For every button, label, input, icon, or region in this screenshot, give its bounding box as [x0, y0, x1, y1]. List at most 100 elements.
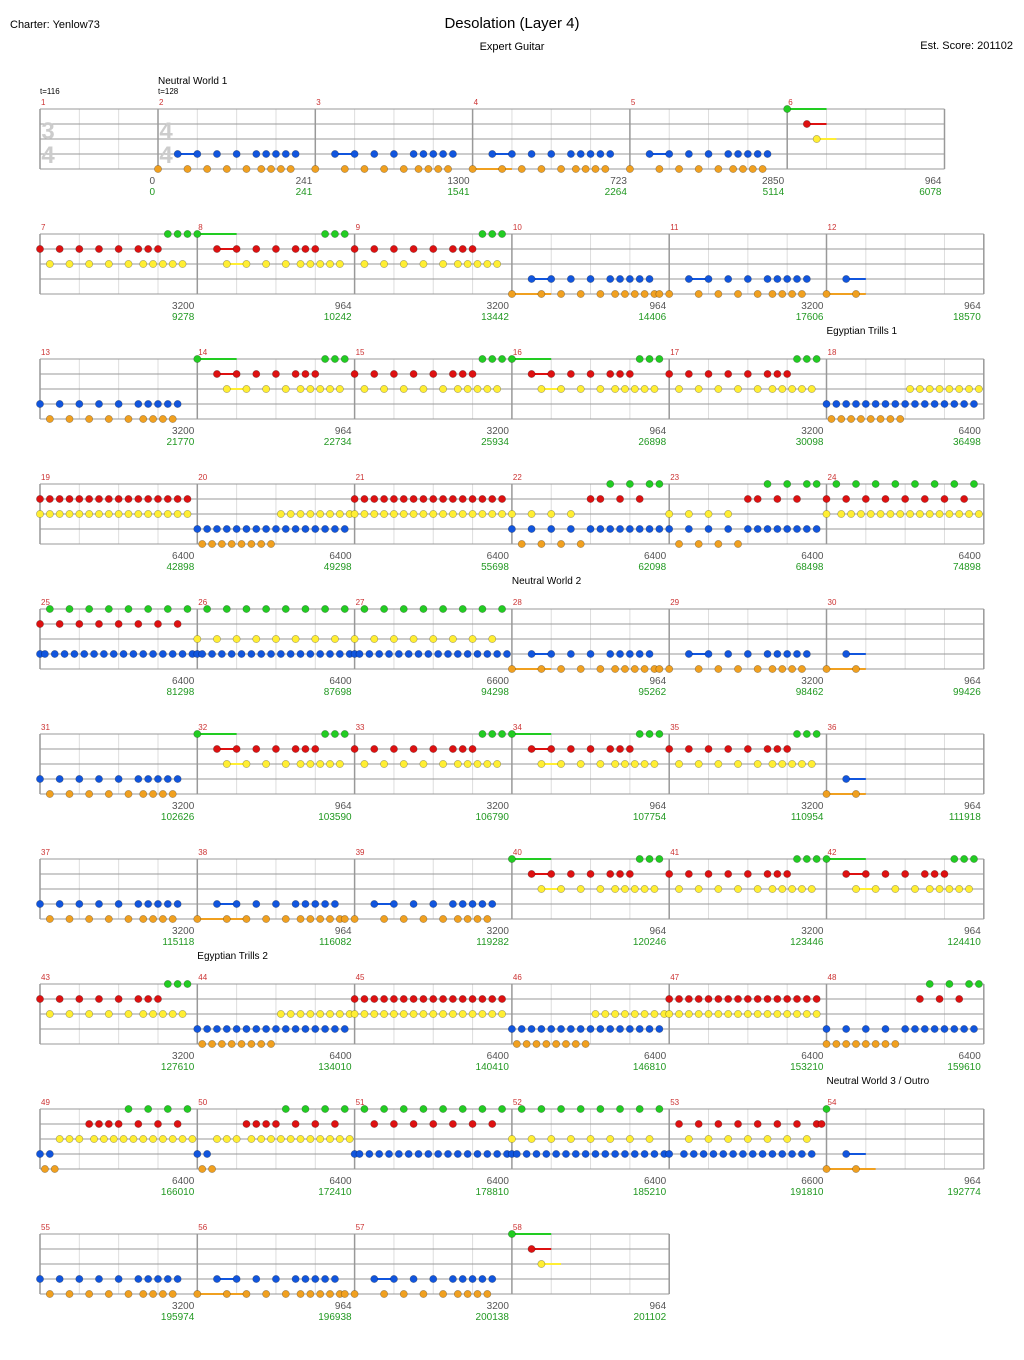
note-b — [562, 1150, 570, 1158]
note-b — [163, 900, 172, 908]
note-b — [100, 650, 108, 658]
note-b — [272, 150, 280, 158]
note-r — [704, 370, 713, 378]
note-g — [478, 1105, 487, 1113]
measure-score: 3200 — [801, 301, 824, 312]
cumulative-score: 21770 — [166, 437, 194, 448]
note-r — [449, 370, 457, 378]
note-y — [222, 385, 231, 393]
note-b — [424, 650, 433, 658]
note-b — [645, 1025, 654, 1033]
note-b — [852, 400, 860, 408]
note-b — [409, 1275, 418, 1283]
note-o — [168, 415, 177, 423]
note-b — [483, 650, 492, 658]
note-g — [498, 355, 506, 363]
note-b — [586, 650, 595, 658]
note-y — [945, 510, 954, 518]
note-y — [65, 1135, 74, 1143]
note-r — [380, 495, 388, 503]
note-b — [134, 900, 143, 908]
note-r — [439, 495, 447, 503]
note-b — [503, 650, 511, 658]
note-y — [370, 510, 379, 518]
note-b — [911, 400, 919, 408]
note-r — [468, 745, 477, 753]
note-b — [542, 1150, 551, 1158]
note-y — [276, 1135, 285, 1143]
note-g — [45, 605, 54, 613]
cumulative-score: 159610 — [947, 1062, 981, 1073]
note-b — [301, 900, 310, 908]
note-y — [798, 385, 806, 393]
measure-number: 22 — [513, 473, 522, 482]
note-o — [571, 1040, 580, 1048]
note-y — [955, 385, 964, 393]
note-y — [586, 1135, 595, 1143]
note-o — [242, 915, 251, 923]
note-o — [208, 540, 216, 548]
note-r — [114, 495, 123, 503]
note-y — [316, 760, 325, 768]
note-y — [65, 1010, 74, 1018]
note-o — [655, 165, 664, 173]
note-y — [675, 760, 683, 768]
note-b — [144, 775, 153, 783]
note-r — [134, 495, 143, 503]
measure-number: 23 — [670, 473, 679, 482]
note-y — [139, 1135, 148, 1143]
measure-number: 26 — [198, 598, 207, 607]
measure-score: 964 — [335, 1301, 352, 1312]
cumulative-score: 178810 — [476, 1187, 510, 1198]
note-r — [743, 370, 752, 378]
note-r — [616, 870, 624, 878]
note-y — [90, 1135, 98, 1143]
note-b — [331, 1025, 339, 1033]
note-o — [50, 1165, 59, 1173]
measure-score: 3200 — [801, 676, 824, 687]
note-b — [478, 1275, 487, 1283]
note-y — [124, 260, 133, 268]
note-r — [311, 745, 320, 753]
note-g — [925, 980, 934, 988]
note-y — [262, 385, 271, 393]
cumulative-score: 74898 — [953, 562, 981, 573]
note-y — [316, 385, 325, 393]
note-o — [601, 165, 610, 173]
note-b — [547, 650, 556, 658]
measure-number: 45 — [356, 973, 365, 982]
note-o — [267, 540, 275, 548]
measure-score: 964 — [925, 176, 942, 187]
note-y — [286, 1135, 295, 1143]
note-b — [173, 775, 182, 783]
note-b — [596, 150, 605, 158]
note-r — [566, 745, 575, 753]
note-r — [625, 745, 634, 753]
note-r — [665, 745, 674, 753]
note-b — [144, 400, 153, 408]
note-b — [114, 400, 123, 408]
note-y — [625, 1135, 634, 1143]
note-y — [694, 385, 703, 393]
note-y — [557, 385, 565, 393]
cumulative-score: 111918 — [949, 812, 981, 823]
note-o — [124, 790, 133, 798]
note-b — [257, 650, 266, 658]
note-o — [675, 540, 683, 548]
note-o — [557, 290, 565, 298]
note-y — [527, 1135, 536, 1143]
note-b — [232, 1025, 241, 1033]
note-b — [75, 400, 84, 408]
note-b — [311, 525, 320, 533]
note-g — [635, 855, 644, 863]
note-y — [498, 1010, 506, 1018]
note-o — [183, 165, 192, 173]
note-b — [635, 650, 644, 658]
measure-score: 964 — [335, 301, 352, 312]
note-o — [104, 790, 113, 798]
note-y — [783, 1135, 792, 1143]
note-r — [449, 745, 457, 753]
note-b — [684, 275, 693, 283]
note-o — [881, 1040, 890, 1048]
note-g — [498, 230, 506, 238]
